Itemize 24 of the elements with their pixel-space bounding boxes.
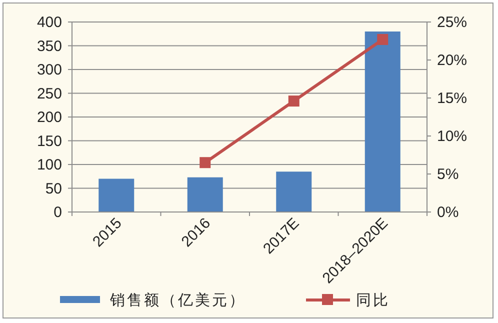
point bbox=[288, 96, 300, 107]
y-tick-label: 200 bbox=[36, 109, 62, 126]
bar bbox=[276, 172, 312, 212]
bar bbox=[364, 32, 400, 212]
y-tick-label: 100 bbox=[36, 156, 62, 174]
bar bbox=[98, 178, 134, 212]
legend-label: 同比 bbox=[356, 292, 390, 309]
y-tick-label: 150 bbox=[36, 132, 62, 150]
y-tick-label: 0 bbox=[54, 204, 62, 221]
y-tick-label: 50 bbox=[45, 180, 62, 198]
y2-tick-label: 0% bbox=[437, 204, 459, 221]
legend-label: 销售额（亿美元） bbox=[109, 292, 246, 309]
y2-tick-label: 15% bbox=[437, 90, 468, 107]
point bbox=[200, 157, 211, 168]
y2-tick-label: 5% bbox=[437, 166, 459, 183]
y-tick-label: 250 bbox=[36, 85, 62, 102]
bar bbox=[187, 177, 223, 212]
y-tick-label: 300 bbox=[36, 62, 62, 78]
y2-tick-label: 10% bbox=[437, 128, 468, 145]
point bbox=[377, 34, 388, 45]
y-tick-label: 400 bbox=[36, 14, 62, 31]
y2-tick-label: 25% bbox=[437, 14, 468, 31]
y-tick-label: 350 bbox=[36, 38, 62, 55]
y2-tick-label: 20% bbox=[437, 52, 468, 69]
